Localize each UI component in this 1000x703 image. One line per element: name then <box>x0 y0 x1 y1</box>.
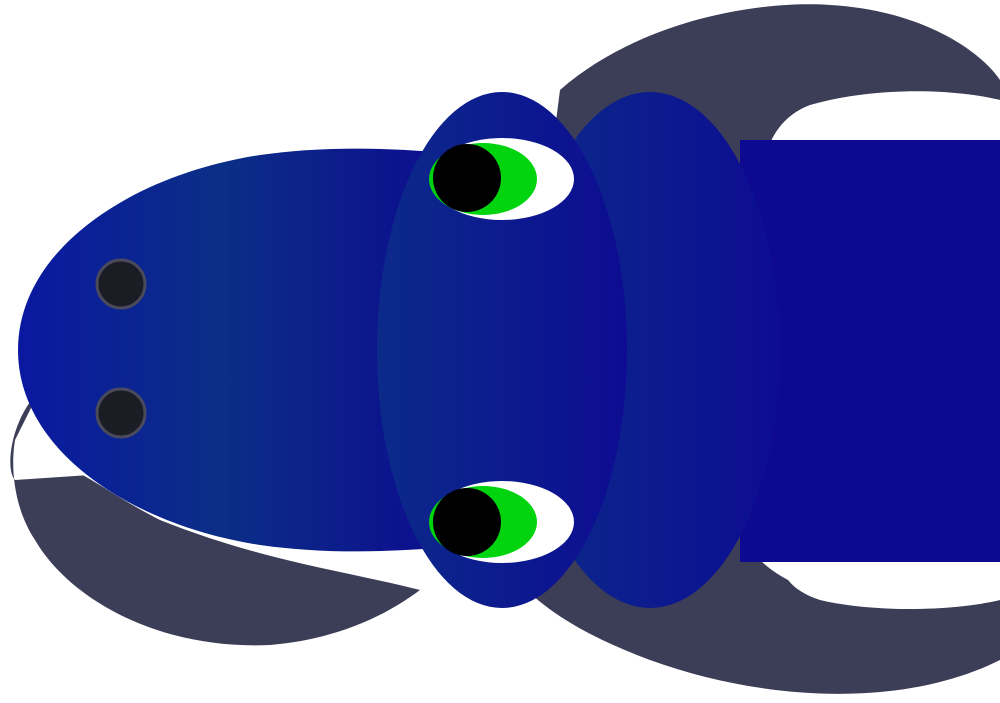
pupil <box>433 144 501 212</box>
eye-lower <box>429 481 574 563</box>
nostril-upper <box>95 258 147 310</box>
pupil <box>433 488 501 556</box>
eye-pod <box>377 92 627 608</box>
body-highlight-bottom <box>780 560 1000 609</box>
snake-head <box>18 148 470 552</box>
tongue-gap <box>15 458 90 480</box>
body-highlight-top <box>780 95 1000 150</box>
jaw-shadow <box>10 390 421 646</box>
body-segment <box>740 140 1000 562</box>
eye-upper <box>429 138 574 220</box>
nostril-lower <box>95 387 147 439</box>
